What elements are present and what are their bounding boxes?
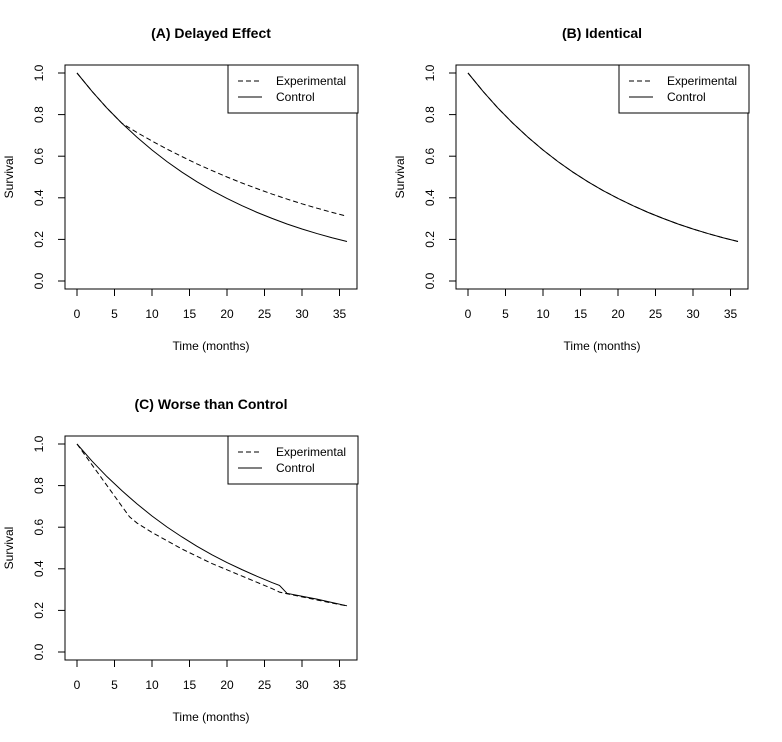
x-tick-label: 10 bbox=[145, 678, 159, 692]
chart-panel-1: (A) Delayed Effect 0 5 10 15 20 25 30 35 Time (mo… bbox=[2, 25, 359, 353]
chart-title: (C) Worse than Control bbox=[135, 396, 288, 412]
x-tick-label: 0 bbox=[465, 307, 472, 321]
y-tick-label: 0.6 bbox=[423, 148, 437, 165]
legend-label-experimental: Experimental bbox=[667, 74, 737, 88]
x-tick-label: 20 bbox=[611, 307, 625, 321]
y-tick-label: 0.2 bbox=[423, 231, 437, 248]
y-tick-label: 0.0 bbox=[32, 272, 46, 289]
y-tick-label: 0.8 bbox=[423, 106, 437, 123]
x-tick-label: 15 bbox=[574, 307, 588, 321]
x-tick-label: 20 bbox=[220, 678, 234, 692]
y-tick-label: 1.0 bbox=[32, 435, 46, 452]
y-axis-label: Survival bbox=[2, 527, 16, 570]
y-tick-label: 0.8 bbox=[32, 106, 46, 123]
legend-box bbox=[227, 64, 359, 114]
y-tick-label: 0.8 bbox=[32, 477, 46, 494]
y-tick-label: 0.0 bbox=[423, 272, 437, 289]
legend-label-control: Control bbox=[276, 90, 315, 104]
x-tick-label: 5 bbox=[502, 307, 509, 321]
x-tick-label: 20 bbox=[220, 307, 234, 321]
x-tick-label: 15 bbox=[183, 678, 197, 692]
legend-label-control: Control bbox=[276, 461, 315, 475]
legend: Experimental Control bbox=[618, 64, 750, 114]
chart-panel-2: (B) Identical 0 5 10 15 20 25 30 35 Time (months)… bbox=[393, 25, 750, 353]
y-tick-label: 0.6 bbox=[32, 148, 46, 165]
y-tick-label: 1.0 bbox=[423, 64, 437, 81]
chart-panel-3: (C) Worse than Control 0 5 10 15 20 25 30 35 Time… bbox=[2, 396, 359, 724]
series-line-control bbox=[467, 72, 739, 242]
x-tick-label: 35 bbox=[333, 678, 347, 692]
legend-label-experimental: Experimental bbox=[276, 74, 346, 88]
x-tick-label: 25 bbox=[649, 307, 663, 321]
y-tick-label: 0.0 bbox=[32, 643, 46, 660]
y-axis-label: Survival bbox=[393, 156, 407, 199]
x-tick-label: 30 bbox=[686, 307, 700, 321]
y-tick-label: 0.4 bbox=[32, 189, 46, 206]
legend-label-experimental: Experimental bbox=[276, 445, 346, 459]
x-tick-label: 5 bbox=[111, 678, 118, 692]
chart-title: (A) Delayed Effect bbox=[151, 25, 271, 41]
y-tick-label: 0.2 bbox=[32, 602, 46, 619]
y-tick-label: 1.0 bbox=[32, 64, 46, 81]
x-axis-label: Time (months) bbox=[173, 339, 250, 353]
x-tick-label: 35 bbox=[724, 307, 738, 321]
y-tick-label: 0.4 bbox=[423, 189, 437, 206]
x-tick-label: 30 bbox=[295, 307, 309, 321]
legend: Experimental Control bbox=[227, 435, 359, 485]
x-tick-label: 15 bbox=[183, 307, 197, 321]
x-axis-label: Time (months) bbox=[173, 710, 250, 724]
series-line-control bbox=[76, 72, 348, 242]
x-tick-label: 0 bbox=[74, 678, 81, 692]
x-tick-label: 0 bbox=[74, 307, 81, 321]
x-tick-label: 10 bbox=[536, 307, 550, 321]
chart-title: (B) Identical bbox=[562, 25, 642, 41]
legend-box bbox=[618, 64, 750, 114]
y-tick-label: 0.4 bbox=[32, 560, 46, 577]
legend-box bbox=[227, 435, 359, 485]
x-tick-label: 10 bbox=[145, 307, 159, 321]
x-tick-label: 30 bbox=[295, 678, 309, 692]
legend: Experimental Control bbox=[227, 64, 359, 114]
x-tick-label: 25 bbox=[258, 307, 272, 321]
y-tick-label: 0.2 bbox=[32, 231, 46, 248]
x-tick-label: 25 bbox=[258, 678, 272, 692]
series-line-control bbox=[76, 443, 348, 607]
y-tick-label: 0.6 bbox=[32, 519, 46, 536]
x-tick-label: 5 bbox=[111, 307, 118, 321]
x-axis-label: Time (months) bbox=[564, 339, 641, 353]
x-tick-label: 35 bbox=[333, 307, 347, 321]
y-axis-label: Survival bbox=[2, 156, 16, 199]
legend-label-control: Control bbox=[667, 90, 706, 104]
